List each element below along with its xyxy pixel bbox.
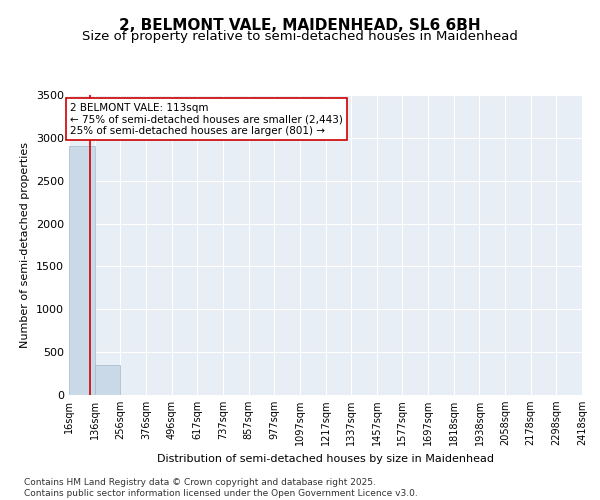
Bar (69, 146, 95, 395)
Text: Contains HM Land Registry data © Crown copyright and database right 2025.
Contai: Contains HM Land Registry data © Crown c… (24, 478, 418, 498)
X-axis label: Distribution of semi-detached houses by size in Maidenhead: Distribution of semi-detached houses by … (157, 454, 494, 464)
Y-axis label: Number of semi-detached properties: Number of semi-detached properties (20, 142, 31, 348)
Text: 2, BELMONT VALE, MAIDENHEAD, SL6 6BH: 2, BELMONT VALE, MAIDENHEAD, SL6 6BH (119, 18, 481, 32)
Bar (95, 365, 120, 395)
Text: 2 BELMONT VALE: 113sqm
← 75% of semi-detached houses are smaller (2,443)
25% of : 2 BELMONT VALE: 113sqm ← 75% of semi-det… (70, 102, 343, 136)
Text: Size of property relative to semi-detached houses in Maidenhead: Size of property relative to semi-detach… (82, 30, 518, 43)
